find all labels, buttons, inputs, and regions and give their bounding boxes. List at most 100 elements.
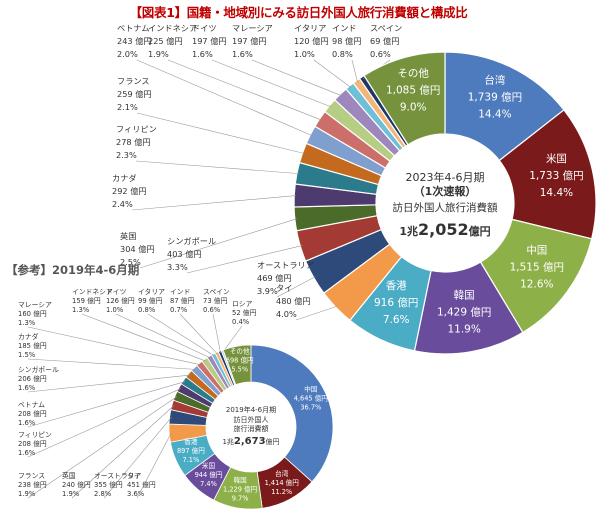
slice-value: 897 億円 [177,446,205,455]
slice-share: 7.1% [183,456,200,464]
slice-value: 206 億円 [18,374,47,383]
slice-share: 12.6% [520,279,553,291]
slice-share: 4.0% [276,309,297,319]
center-label: 旅行消費額 [234,424,269,433]
center-period: 2019年4-6月期 [226,405,276,414]
donut-hole [207,383,295,471]
slice-value: 1,739 億円 [468,91,522,104]
slice-share: 3.9% [257,286,278,296]
slice-value: 238 億円 [18,480,47,489]
slice-value: 99 億円 [138,296,163,305]
slice-label: 韓国 [234,476,248,485]
slice-label: ベトナム [117,23,150,33]
slice-label: その他 [230,346,250,355]
slice-value: 1,229 億円 [223,485,258,494]
slice-share: 1.0% [106,306,124,314]
leader-line [313,59,352,88]
slice-value: 208 億円 [18,409,47,418]
slice-share: 2.8% [94,490,112,498]
slice-label: ドイツ [106,288,127,296]
slice-share: 1.6% [18,449,36,457]
leader-line [139,218,297,269]
slice-label: 台湾 [484,74,505,87]
center-subtitle: （1次速報） [414,184,477,198]
slice-value: 69 億円 [370,36,399,46]
slice-label: 米国 [202,461,216,470]
donut-2019: 1兆2,673億円 [27,313,334,510]
leader-line [136,432,172,499]
reference-title: 【参考】2019年4-6月期 [6,263,140,277]
center-label: 訪日外国人 [234,415,269,424]
slice-label: オーストラリア [94,472,141,480]
slice-value: 197 億円 [192,36,227,46]
slice-label: フィリピン [18,431,52,439]
slice-value: 944 億円 [195,470,223,479]
slice-share: 2.5% [120,257,141,267]
donut-2023: 1兆2,052億円 [131,51,597,355]
slice-share: 0.7% [170,306,188,314]
slice-share: 11.2% [271,488,292,496]
slice-value: 197 億円 [232,36,267,46]
slice-share: 1.6% [18,419,36,427]
slice-value: 160 億円 [18,309,47,318]
slice-share: 9.7% [232,495,249,503]
leader-line [295,305,338,321]
slice-share: 1.3% [72,306,90,314]
slice-label: ベトナム [18,401,45,409]
slice-その他 [363,51,446,146]
slice-share: 14.4% [478,109,511,121]
slice-value: 259 億円 [117,89,152,99]
leader-line [115,313,211,359]
slice-label: ロシア [232,300,253,308]
slice-value: 278 億円 [116,137,151,147]
slice-value: 240 億円 [62,480,91,489]
slice-label: オーストラリア [257,260,314,270]
slice-label: その他 [397,67,429,80]
leader-line [136,112,305,154]
donut-hole [377,135,513,271]
slice-label: イタリア [138,287,165,296]
slice-value: 185 億円 [18,341,47,350]
leader-line [135,160,299,174]
slice-その他 [222,344,252,386]
slice-label: 中国 [526,244,547,257]
slice-share: 3.6% [127,490,145,498]
slice-value: 403 億円 [167,249,202,259]
slice-label: フランス [18,472,45,480]
leader-line [136,59,313,136]
slice-share: 1.6% [18,384,36,392]
leader-line [147,313,215,357]
slice-label: 韓国 [454,289,475,301]
slice-share: 14.4% [540,187,573,199]
slice-share: 3.3% [167,262,188,272]
slice-label: 英国 [62,471,76,480]
leader-line [251,59,342,96]
slice-label: インド [332,23,357,33]
leader-line [27,388,181,458]
slice-value: 208 億円 [18,439,47,448]
slice-label: フィリピン [116,124,157,134]
slice-share: 0.8% [138,306,156,314]
slice-share: 36.7% [300,403,321,411]
slice-share: 7.6% [383,314,410,326]
leader-line [81,313,206,362]
slice-value: 1,733 億円 [529,169,583,182]
slice-value: 1,429 億円 [437,305,491,318]
slice-share: 2.4% [112,199,133,209]
slice-label: 中国 [304,384,318,393]
slice-label: 香港 [184,437,198,446]
slice-share: 5.5% [231,365,248,373]
slice-share: 0.6% [203,306,221,314]
slice-label: スペイン [203,288,230,296]
slice-value: 126 億円 [106,296,135,305]
slice-share: 1.3% [18,319,36,327]
slice-中国 [250,344,334,483]
slice-value: 480 億円 [276,296,311,306]
slice-share: 1.9% [62,490,80,498]
slice-share: 1.6% [232,49,253,59]
slice-value: 292 億円 [112,186,147,196]
leader-line [167,59,322,121]
slice-value: 698 億円 [226,355,254,364]
slice-share: 1.6% [192,49,213,59]
slice-value: 98 億円 [332,36,361,46]
